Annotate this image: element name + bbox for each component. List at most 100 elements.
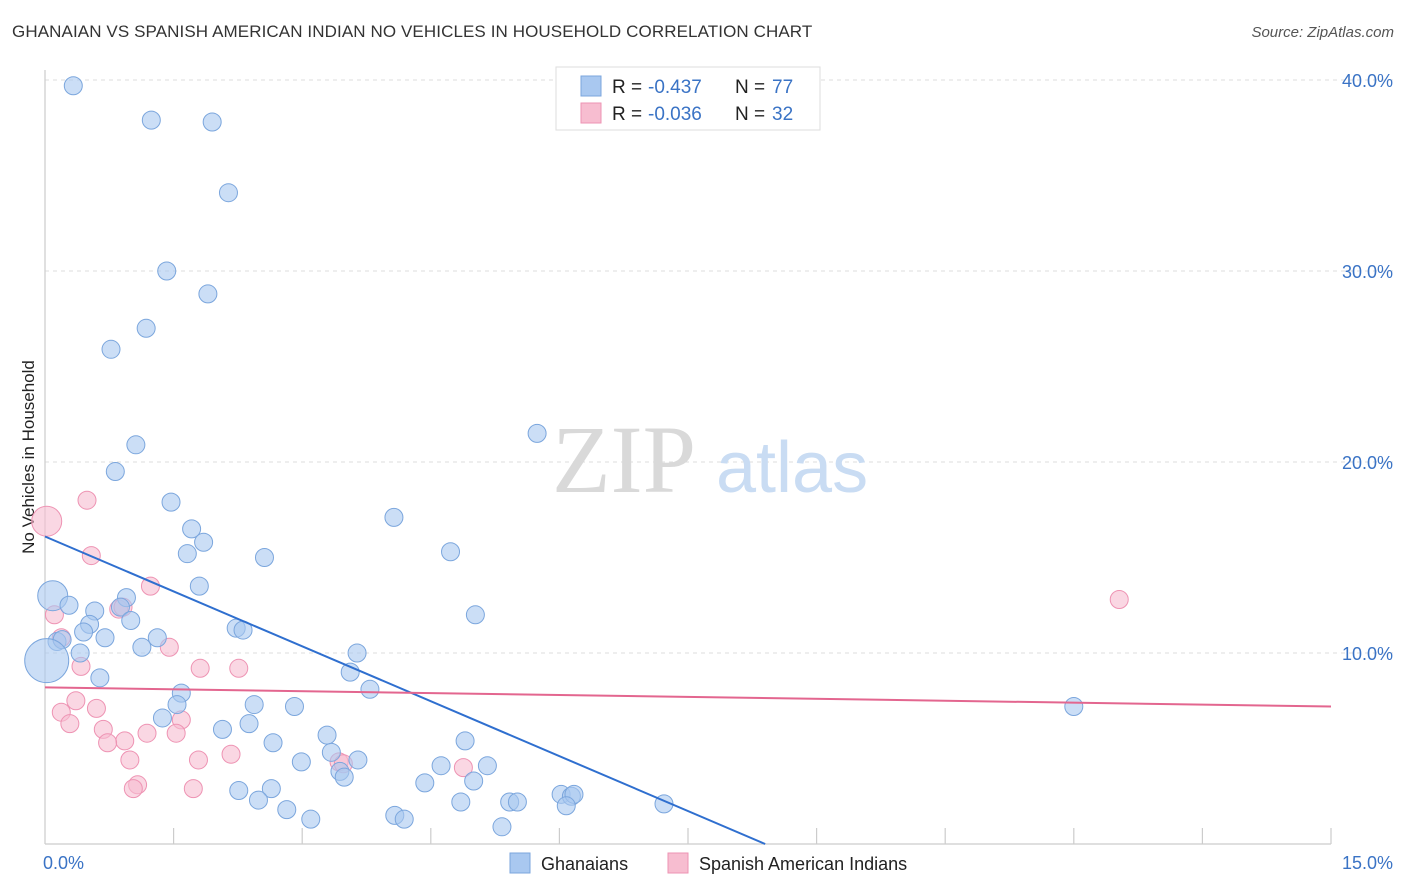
ghanaian-point: [182, 519, 202, 539]
ghanaian-point: [147, 628, 167, 648]
x-tick-label-max: 15.0%: [1342, 853, 1393, 873]
legend-n-label-2: N =: [735, 104, 765, 125]
ghanaian-point: [194, 532, 214, 552]
watermark-zip: ZIP: [552, 406, 696, 513]
ghanaian-point: [348, 750, 368, 770]
ghanaian-point: [121, 611, 141, 631]
legend-spanish-american-indians-label: Spanish American Indians: [699, 854, 907, 874]
ghanaian-point: [441, 542, 461, 562]
x-axis-ticks: [173, 828, 1332, 844]
ghanaian-point: [347, 643, 367, 663]
ghanaian-point: [177, 544, 197, 564]
ghanaian-point: [212, 719, 232, 739]
legend-n-value-2: 32: [772, 104, 793, 125]
ghanaian-point: [157, 261, 177, 281]
spanish-american-indian-point: [188, 750, 208, 770]
chart-title: GHANAIAN VS SPANISH AMERICAN INDIAN NO V…: [12, 22, 813, 41]
ghanaian-point: [465, 605, 485, 625]
ghanaian-point: [105, 462, 125, 482]
spanish-american-indian-point: [221, 744, 241, 764]
ghanaian-point: [291, 752, 311, 772]
ghanaian-point: [527, 423, 547, 443]
ghanaian-point: [556, 796, 576, 816]
ghanaian-point: [218, 183, 238, 203]
ghanaian-point: [239, 714, 259, 734]
legend-r-label-2: R =: [612, 104, 642, 125]
ghanaian-point: [59, 595, 79, 615]
spanish-american-indian-point: [137, 723, 157, 743]
ghanaian-point: [136, 318, 156, 338]
ghanaian-point: [284, 696, 304, 716]
spanish-american-indian-point: [166, 723, 186, 743]
ghanaian-point: [90, 668, 110, 688]
ghanaian-point: [394, 809, 414, 829]
y-tick-label: 30.0%: [1342, 262, 1393, 282]
y-tick-label: 20.0%: [1342, 453, 1393, 473]
ghanaian-point: [70, 643, 90, 663]
ghanaian-point: [152, 708, 172, 728]
ghanaian-point: [464, 771, 484, 791]
spanish-american-indian-point: [31, 505, 63, 537]
source-note: Source: ZipAtlas.com: [1251, 24, 1394, 41]
spanish-american-indian-point: [453, 758, 473, 778]
ghanaian-point: [244, 695, 264, 715]
ghanaian-point: [95, 628, 115, 648]
correlation-legend: R = -0.437 N = 77 R = -0.036 N = 32: [555, 66, 821, 131]
ghanaian-point: [110, 597, 130, 617]
ghanaian-point: [126, 435, 146, 455]
y-tick-label: 10.0%: [1342, 644, 1393, 664]
ghanaian-point: [202, 112, 222, 132]
ghanaian-point: [74, 622, 94, 642]
legend-swatch-pink: [580, 102, 602, 124]
ghanaian-point: [101, 339, 121, 359]
watermark-atlas: atlas: [716, 428, 868, 508]
ghanaian-point: [189, 576, 209, 596]
spanish-american-indian-point: [123, 779, 143, 799]
ghanaian-point: [301, 809, 321, 829]
spanish-american-indian-point: [183, 779, 203, 799]
spanish-american-indian-point: [77, 490, 97, 510]
ghanaian-point: [198, 284, 218, 304]
spanish-american-indian-point: [98, 733, 118, 753]
spanish-american-indian-point: [86, 698, 106, 718]
gridlines: [45, 79, 1394, 654]
ghanaians-points: [24, 76, 1084, 837]
ghanaians-trendline: [44, 535, 766, 845]
ghanaian-point: [507, 792, 527, 812]
ghanaian-point: [24, 638, 70, 684]
legend-r-label-1: R =: [612, 77, 642, 98]
y-axis-label: No Vehicles in Household: [19, 360, 38, 554]
ghanaian-point: [248, 790, 268, 810]
ghanaian-point: [161, 492, 181, 512]
legend-ghanaians-label: Ghanaians: [541, 854, 628, 874]
legend-r-value-1: -0.437: [648, 77, 702, 98]
ghanaian-point: [340, 662, 360, 682]
y-tick-label: 40.0%: [1342, 71, 1393, 91]
ghanaian-point: [277, 800, 297, 820]
ghanaian-point: [321, 742, 341, 762]
legend-n-label-1: N =: [735, 77, 765, 98]
trendlines: [44, 535, 1332, 845]
ghanaian-point: [477, 756, 497, 776]
ghanaian-point: [63, 76, 83, 96]
ghanaian-point: [384, 507, 404, 527]
spanish-american-indian-point: [1109, 590, 1129, 610]
ghanaian-point: [455, 731, 475, 751]
ghanaian-point: [263, 733, 283, 753]
spanish-american-indian-point: [115, 731, 135, 751]
ghanaian-point: [141, 110, 161, 130]
ghanaian-point: [334, 767, 354, 787]
spanish-american-indian-point: [120, 750, 140, 770]
ghanaian-point: [360, 679, 380, 699]
ghanaian-point: [431, 756, 451, 776]
ghanaian-point: [492, 817, 512, 837]
ghanaian-point: [451, 792, 471, 812]
y-axis-tick-labels: 10.0% 20.0% 30.0% 40.0%: [1342, 71, 1393, 664]
spanish-american-indian-point: [229, 658, 249, 678]
legend-n-value-1: 77: [772, 77, 793, 98]
ghanaian-point: [167, 695, 187, 715]
legend-spanish-american-indians-swatch: [667, 852, 689, 874]
ghanaian-point: [317, 725, 337, 745]
legend-r-value-2: -0.036: [648, 104, 702, 125]
